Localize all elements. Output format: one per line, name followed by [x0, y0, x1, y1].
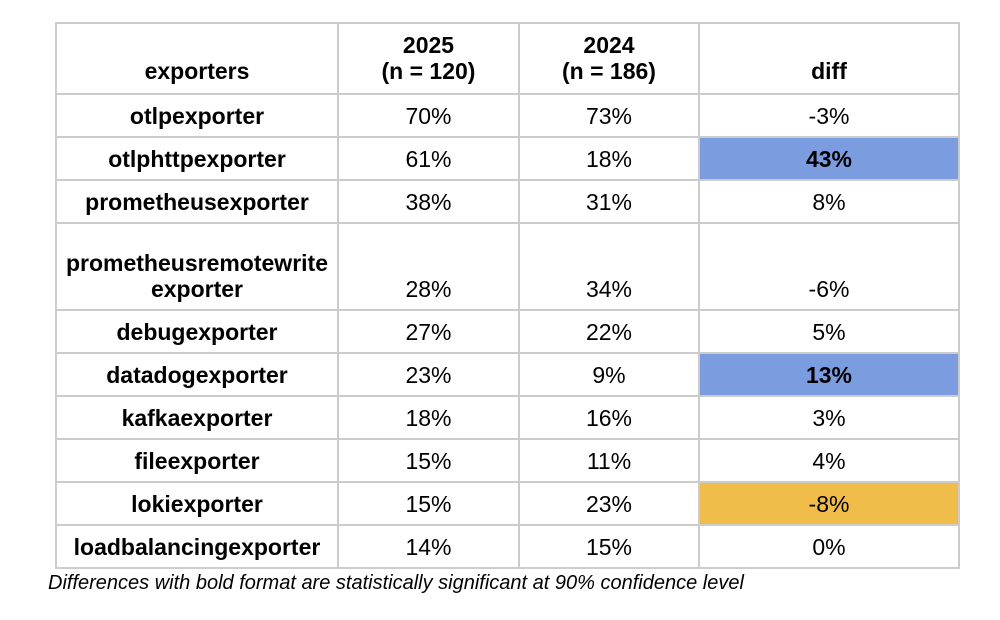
column-header-diff: diff [698, 22, 960, 95]
diff-cell-highlighted: 13% [698, 352, 960, 397]
diff-cell-highlighted: 43% [698, 136, 960, 181]
value-cell-2025: 61% [337, 136, 520, 181]
value-cell-2025: 15% [337, 481, 520, 526]
value-cell-2025: 27% [337, 309, 520, 354]
value-cell-2024: 16% [518, 395, 700, 440]
exporter-name-cell: otlphttpexporter [55, 136, 339, 181]
value-cell-2024: 15% [518, 524, 700, 569]
diff-cell: -3% [698, 93, 960, 138]
table-row: datadogexporter 23% 9% 13% [55, 352, 960, 397]
diff-cell: 0% [698, 524, 960, 569]
diff-cell: -6% [698, 222, 960, 311]
column-header-2024: 2024 (n = 186) [518, 22, 700, 95]
value-cell-2024: 73% [518, 93, 700, 138]
exporter-name-cell: prometheusexporter [55, 179, 339, 224]
table-row: loadbalancingexporter 14% 15% 0% [55, 524, 960, 569]
exporter-name-cell: fileexporter [55, 438, 339, 483]
value-cell-2025: 70% [337, 93, 520, 138]
value-cell-2025: 23% [337, 352, 520, 397]
table-row: prometheusremotewriteexporter 28% 34% -6… [55, 222, 960, 311]
value-cell-2025: 14% [337, 524, 520, 569]
table-row: prometheusexporter 38% 31% 8% [55, 179, 960, 224]
value-cell-2024: 31% [518, 179, 700, 224]
column-header-2024-year: 2024 [583, 31, 635, 58]
diff-cell: 4% [698, 438, 960, 483]
diff-cell: 5% [698, 309, 960, 354]
exporter-name-cell: otlpexporter [55, 93, 339, 138]
value-cell-2025: 18% [337, 395, 520, 440]
value-cell-2024: 18% [518, 136, 700, 181]
value-cell-2024: 22% [518, 309, 700, 354]
exporter-name-cell: debugexporter [55, 309, 339, 354]
table-row: kafkaexporter 18% 16% 3% [55, 395, 960, 440]
exporters-table: exporters 2025 (n = 120) 2024 (n = 186) … [55, 22, 960, 569]
value-cell-2025: 28% [337, 222, 520, 311]
column-header-exporters: exporters [55, 22, 339, 95]
diff-cell: 8% [698, 179, 960, 224]
value-cell-2024: 23% [518, 481, 700, 526]
table-row: fileexporter 15% 11% 4% [55, 438, 960, 483]
table-row: otlpexporter 70% 73% -3% [55, 93, 960, 138]
column-header-2025: 2025 (n = 120) [337, 22, 520, 95]
column-header-2024-n: (n = 186) [562, 58, 656, 85]
header-row: exporters 2025 (n = 120) 2024 (n = 186) … [55, 22, 960, 95]
exporter-name-cell: datadogexporter [55, 352, 339, 397]
value-cell-2024: 9% [518, 352, 700, 397]
value-cell-2025: 15% [337, 438, 520, 483]
exporter-name-cell: lokiexporter [55, 481, 339, 526]
table-row: lokiexporter 15% 23% -8% [55, 481, 960, 526]
table-row: debugexporter 27% 22% 5% [55, 309, 960, 354]
exporter-name-cell: prometheusremotewriteexporter [55, 222, 339, 311]
value-cell-2024: 11% [518, 438, 700, 483]
value-cell-2024: 34% [518, 222, 700, 311]
column-header-2025-n: (n = 120) [381, 58, 476, 85]
exporter-name-cell: kafkaexporter [55, 395, 339, 440]
table-row: otlphttpexporter 61% 18% 43% [55, 136, 960, 181]
exporter-name-cell: loadbalancingexporter [55, 524, 339, 569]
column-header-2025-year: 2025 [402, 31, 455, 58]
diff-cell-highlighted: -8% [698, 481, 960, 526]
value-cell-2025: 38% [337, 179, 520, 224]
diff-cell: 3% [698, 395, 960, 440]
footnote: Differences with bold format are statist… [48, 572, 744, 594]
